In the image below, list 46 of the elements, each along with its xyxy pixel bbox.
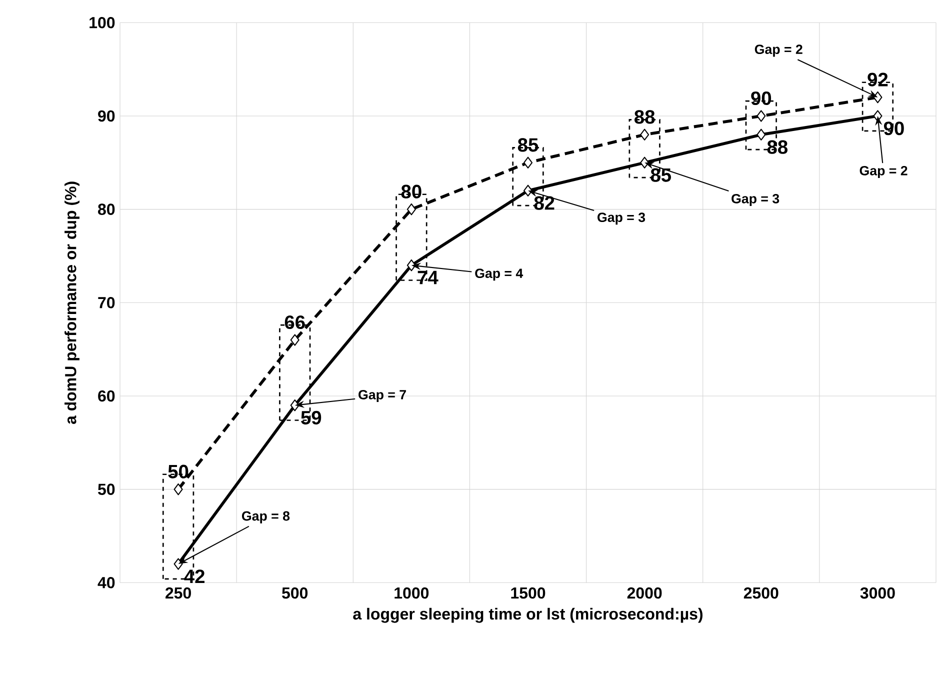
y-tick-label: 50	[98, 484, 115, 495]
point	[640, 156, 650, 169]
annotation: Gap = 3	[732, 194, 780, 206]
data-label: 74	[418, 270, 438, 284]
data-label: 85	[518, 138, 538, 152]
data-label: 90	[751, 91, 772, 106]
point	[523, 156, 533, 169]
x-tick-label: 3000	[860, 587, 895, 599]
point	[873, 91, 882, 104]
y-tick-label: 70	[98, 296, 115, 308]
x-tick-label: 250	[166, 587, 191, 599]
point	[756, 128, 766, 141]
x-tick-label: 1500	[511, 587, 546, 599]
data-label: 59	[301, 410, 322, 425]
y-tick-label: 80	[98, 204, 115, 215]
y-tick-label: 40	[98, 576, 115, 588]
x-tick-label: 500	[282, 587, 308, 599]
annotation: Gap = 4	[475, 268, 524, 281]
annotation: Gap = 8	[242, 511, 290, 524]
point	[640, 128, 650, 141]
data-label: 42	[184, 570, 204, 583]
x-tick-label: 2000	[627, 587, 662, 599]
annotation: Gap = 7	[358, 390, 406, 402]
data-label: 88	[634, 110, 655, 124]
y-tick-label: 60	[98, 390, 115, 402]
point	[290, 334, 300, 346]
point	[174, 483, 183, 496]
y-axis-title: a domU performance or dup (%)	[64, 182, 80, 424]
annotation: Gap = 2	[754, 44, 802, 57]
x-tick-label: 1000	[394, 587, 429, 599]
data-label: 80	[401, 184, 422, 198]
point	[406, 203, 416, 216]
data-label: 66	[284, 315, 305, 330]
x-axis-title: a logger sleeping time or lst (microsecond:µs)	[353, 608, 703, 623]
point	[174, 558, 183, 570]
y-tick-label: 100	[90, 17, 115, 28]
annotation: Gap = 3	[598, 212, 646, 225]
data-label: 90	[884, 122, 904, 136]
x-tick-label: 2500	[744, 587, 778, 599]
point	[756, 110, 766, 122]
y-tick-label: 90	[98, 110, 115, 122]
data-label: 92	[868, 72, 888, 86]
point	[523, 184, 533, 197]
data-label: 88	[767, 140, 788, 154]
data-label: 50	[168, 464, 188, 478]
annotation: Gap = 2	[860, 166, 908, 178]
